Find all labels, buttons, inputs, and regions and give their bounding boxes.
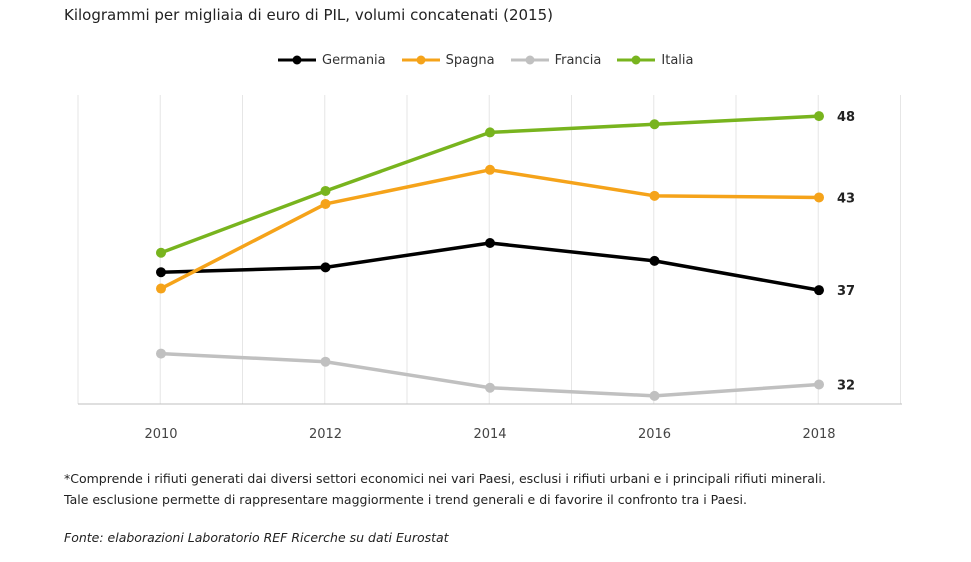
data-point-spagna [156, 283, 166, 294]
legend-swatch-italia [617, 55, 656, 65]
x-tick-label: 2012 [309, 427, 342, 442]
data-point-spagna [814, 192, 824, 203]
legend-item-francia: Francia [509, 52, 602, 68]
legend-label-italia: Italia [661, 52, 694, 68]
data-point-germania [814, 285, 824, 296]
data-point-germania [485, 237, 495, 248]
series-italia: 48 [156, 110, 855, 258]
data-point-spagna [649, 190, 660, 201]
source-note: Fonte: elaborazioni Laboratorio REF Rice… [64, 530, 449, 545]
x-tick-label: 2018 [802, 427, 835, 442]
data-point-spagna [485, 164, 495, 175]
end-label-francia: 32 [837, 378, 855, 393]
data-point-francia [156, 348, 166, 359]
end-label-spagna: 43 [837, 191, 855, 206]
x-tick-label: 2016 [638, 427, 671, 442]
footnote-line-1: *Comprende i rifiuti generati dai divers… [64, 471, 826, 486]
data-point-germania [649, 255, 660, 266]
legend-label-spagna: Spagna [445, 52, 495, 68]
data-point-italia [320, 185, 331, 196]
series-line-germania [160, 241, 820, 292]
legend-item-italia: Italia [615, 53, 693, 68]
footnote: *Comprende i rifiuti generati dai divers… [64, 468, 964, 510]
end-label-italia: 48 [837, 110, 855, 125]
gridlines [77, 95, 901, 404]
data-point-italia [814, 111, 824, 122]
data-point-italia [485, 127, 495, 138]
data-point-francia [485, 382, 495, 393]
legend-label-francia: Francia [554, 52, 602, 68]
series-francia: 32 [156, 348, 855, 401]
series-germania: 37 [156, 237, 855, 299]
data-point-italia [649, 119, 660, 130]
legend-item-spagna: Spagna [400, 53, 495, 68]
legend-item-germania: Germania [276, 53, 386, 68]
series-spagna: 43 [156, 164, 855, 294]
chart-legend: Germania Spagna Francia Italia [276, 50, 693, 70]
end-label-germania: 37 [837, 284, 855, 299]
legend-swatch-francia [510, 55, 549, 65]
chart-title: Kilogrammi per migliaia di euro di PIL, … [64, 6, 553, 24]
line-chart: 2010 2012 2014 2016 2018 37 43 32 48 [77, 95, 902, 442]
footnote-line-2: Tale esclusione permette di rappresentar… [64, 492, 747, 507]
data-point-francia [649, 390, 660, 401]
data-point-germania [320, 262, 331, 273]
data-point-spagna [320, 198, 331, 209]
data-point-italia [156, 247, 166, 258]
x-tick-label: 2010 [144, 427, 177, 442]
data-point-francia [320, 356, 331, 367]
legend-swatch-spagna [401, 55, 440, 65]
x-tick-label: 2014 [473, 427, 506, 442]
data-point-germania [156, 267, 166, 278]
legend-swatch-germania [278, 55, 316, 65]
data-point-francia [814, 379, 824, 390]
legend-label-germania: Germania [322, 52, 386, 68]
